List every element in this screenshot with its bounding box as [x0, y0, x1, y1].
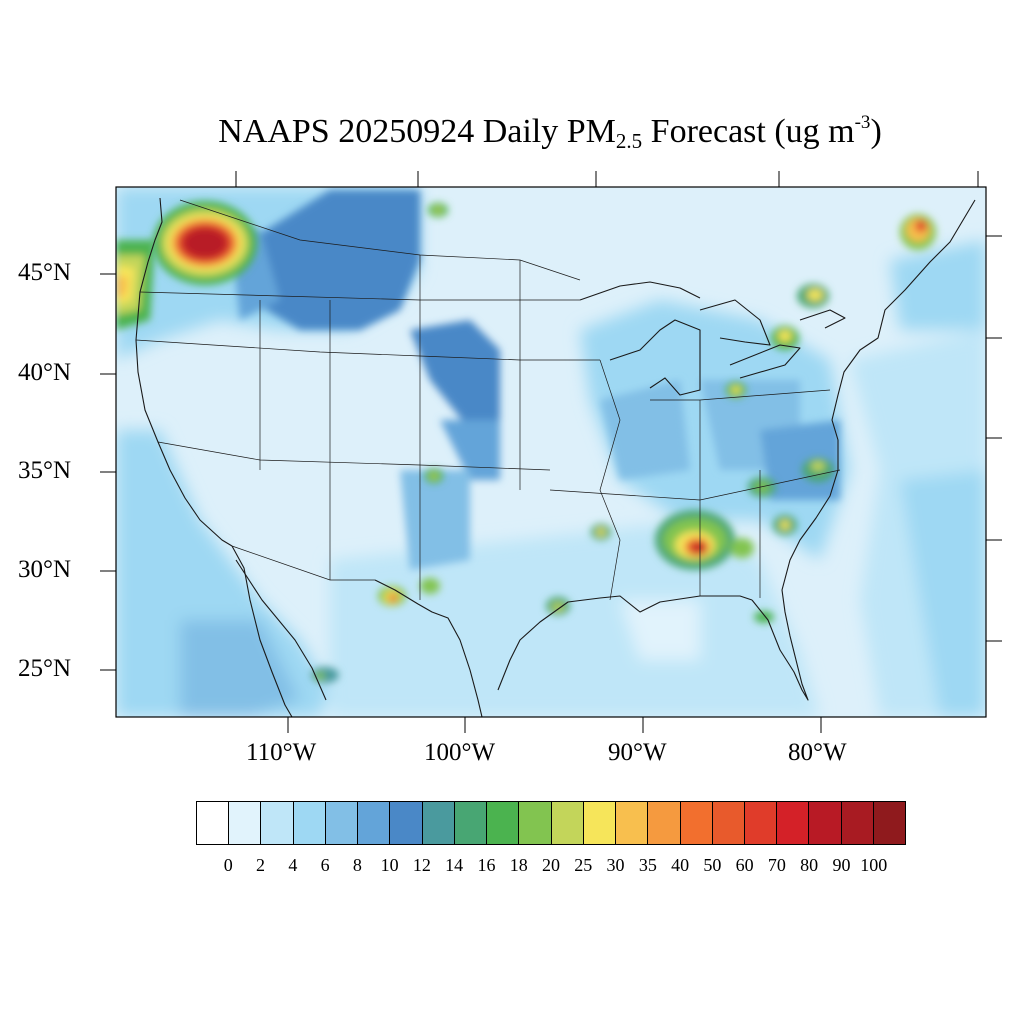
lake-michigan-outline — [609, 319, 701, 396]
bottom-ticks — [287, 717, 822, 733]
coastlines — [135, 197, 976, 717]
hotspot-maine — [900, 214, 936, 250]
lat-label-35: 35°N — [18, 457, 72, 484]
colorbar-swatch — [260, 802, 293, 844]
title-superscript: -3 — [854, 112, 871, 133]
rio-grande-outline — [374, 579, 483, 717]
hotspot-midwest — [726, 382, 834, 535]
colorbar-swatch — [808, 802, 841, 844]
map-field — [116, 187, 986, 717]
hotspot-new-york — [771, 284, 829, 350]
right-ticks — [986, 235, 1002, 642]
colorbar-label: 30 — [606, 855, 625, 875]
lake-erie-outline — [729, 344, 801, 379]
lake-huron-outline — [699, 299, 771, 346]
hotspot-washington — [153, 201, 257, 285]
colorbar-label: 16 — [477, 855, 496, 875]
lat-label-40: 40°N — [18, 359, 72, 386]
colorbar-swatch — [486, 802, 519, 844]
lat-label-45: 45°N — [18, 259, 72, 286]
colorbar-label: 14 — [445, 855, 464, 875]
chart-title: NAAPS 20250924 Daily PM2.5 Forecast (ug … — [0, 112, 1024, 154]
lon-label-100: 100°W — [424, 739, 496, 766]
border-mississippi — [599, 359, 621, 601]
colorbar-label: 50 — [703, 855, 722, 875]
lon-label-90: 90°W — [608, 739, 667, 766]
colorbar-swatch — [421, 802, 454, 844]
gulf-of-california-outline — [235, 559, 327, 701]
colorbar-label: 35 — [638, 855, 657, 875]
border-canada — [179, 199, 581, 281]
title-close: ) — [870, 113, 882, 150]
colorbar-swatch — [550, 802, 583, 844]
left-ticks — [100, 273, 116, 671]
colorbar-label: 4 — [288, 855, 298, 875]
colorbar-label: 60 — [735, 855, 754, 875]
colorbar-label: 20 — [542, 855, 560, 875]
west-coast-outline — [135, 197, 233, 547]
atlantic-coast-outline — [751, 199, 976, 701]
colorbar-label: 10 — [380, 855, 399, 875]
lake-ontario-outline — [799, 309, 846, 329]
colorbar-swatch — [647, 802, 680, 844]
top-ticks — [235, 171, 979, 187]
lon-label-80: 80°W — [788, 739, 847, 766]
colorbar-swatch — [389, 802, 422, 844]
colorbar-swatch — [679, 802, 712, 844]
hotspot-west-texas — [378, 578, 440, 606]
lake-superior-outline — [579, 281, 701, 301]
colorbar-swatch — [743, 802, 777, 844]
map-frame — [115, 186, 987, 718]
colorbar-swatch — [197, 802, 229, 844]
title-main: NAAPS 20250924 Daily PM — [218, 113, 616, 150]
hotspot-south-central — [311, 203, 774, 683]
colorbar-swatch — [840, 802, 873, 844]
colorbar — [196, 801, 906, 845]
regional-blue-plumes — [230, 190, 840, 570]
colorbar-label: 18 — [509, 855, 528, 875]
colorbar-swatch — [518, 802, 551, 844]
colorbar-label: 70 — [767, 855, 786, 875]
colorbar-swatch — [582, 802, 616, 844]
colorbar-swatch — [453, 802, 487, 844]
colorbar-swatch — [711, 802, 744, 844]
colorbar-swatch — [324, 802, 358, 844]
colorbar-label: 100 — [860, 855, 888, 875]
colorbar-swatch — [872, 802, 906, 844]
lat-label-30: 30°N — [18, 556, 72, 583]
colorbar-swatch — [228, 802, 261, 844]
colorbar-swatch — [357, 802, 390, 844]
gulf-coast-outline — [497, 595, 753, 691]
border-lat-37 — [157, 441, 551, 471]
colorbar-swatch — [615, 802, 648, 844]
lon-label-110: 110°W — [246, 739, 317, 766]
title-tail: Forecast (ug m — [642, 113, 855, 150]
hotspot-alabama — [655, 510, 754, 570]
colorbar-swatch — [776, 802, 809, 844]
colorbar-label: 90 — [832, 855, 851, 875]
colorbar-label: 40 — [671, 855, 690, 875]
lat-label-25: 25°N — [18, 655, 72, 682]
state-borders — [135, 199, 841, 601]
colorbar-label: 6 — [320, 855, 330, 875]
colorbar-label: 12 — [412, 855, 431, 875]
colorbar-swatch — [292, 802, 325, 844]
colorbar-label: 0 — [223, 855, 233, 875]
title-subscript: 2.5 — [615, 129, 643, 153]
colorbar-label: 8 — [352, 855, 362, 875]
colorbar-label: 25 — [574, 855, 593, 875]
colorbar-label: 2 — [256, 855, 266, 875]
colorbar-label: 80 — [800, 855, 819, 875]
hotspot-layer — [116, 201, 936, 683]
baja-outline — [231, 545, 293, 717]
hotspot-oregon-coast — [116, 240, 155, 330]
